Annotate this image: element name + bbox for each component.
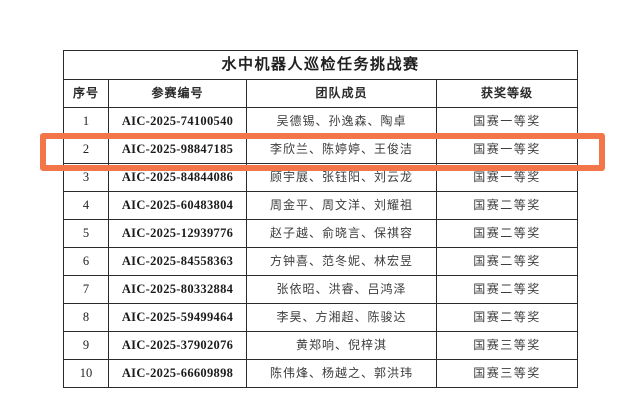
cell-members: 吴德锡、孙逸森、陶卓 — [247, 108, 437, 136]
cell-members: 顾宇展、张钰阳、刘云龙 — [247, 164, 437, 192]
cell-no: 4 — [64, 192, 109, 220]
cell-no: 1 — [64, 108, 109, 136]
cell-no: 2 — [64, 136, 109, 164]
cell-award: 国赛一等奖 — [437, 108, 577, 136]
cell-members: 张依昭、洪睿、吕鸿泽 — [247, 276, 437, 304]
cell-entry-id: AIC-2025-59499464 — [109, 304, 247, 332]
table-row: 2 AIC-2025-98847185 李欣兰、陈婷婷、王俊洁 国赛一等奖 — [64, 136, 577, 164]
column-header-award: 获奖等级 — [437, 80, 577, 108]
cell-entry-id: AIC-2025-80332884 — [109, 276, 247, 304]
column-header-entry-id: 参赛编号 — [109, 80, 247, 108]
cell-award: 国赛一等奖 — [437, 164, 577, 192]
cell-award: 国赛三等奖 — [437, 332, 577, 360]
table-row: 8 AIC-2025-59499464 李昊、方湘超、陈骏达 国赛二等奖 — [64, 304, 577, 332]
table-title: 水中机器人巡检任务挑战赛 — [64, 51, 577, 80]
table-row: 6 AIC-2025-84558363 方钟喜、范冬妮、林宏昱 国赛二等奖 — [64, 248, 577, 276]
cell-entry-id: AIC-2025-66609898 — [109, 360, 247, 387]
cell-no: 3 — [64, 164, 109, 192]
cell-members: 黄郑响、倪梓淇 — [247, 332, 437, 360]
column-header-no: 序号 — [64, 80, 109, 108]
cell-entry-id: AIC-2025-12939776 — [109, 220, 247, 248]
cell-no: 10 — [64, 360, 109, 387]
cell-no: 7 — [64, 276, 109, 304]
table-row: 5 AIC-2025-12939776 赵子越、俞晓言、保祺容 国赛二等奖 — [64, 220, 577, 248]
column-header-members: 团队成员 — [247, 80, 437, 108]
table-row: 1 AIC-2025-74100540 吴德锡、孙逸森、陶卓 国赛一等奖 — [64, 108, 577, 136]
cell-no: 9 — [64, 332, 109, 360]
cell-members: 方钟喜、范冬妮、林宏昱 — [247, 248, 437, 276]
table-header: 序号 参赛编号 团队成员 获奖等级 — [64, 80, 577, 108]
table-row: 3 AIC-2025-84844086 顾宇展、张钰阳、刘云龙 国赛一等奖 — [64, 164, 577, 192]
cell-members: 赵子越、俞晓言、保祺容 — [247, 220, 437, 248]
cell-entry-id: AIC-2025-74100540 — [109, 108, 247, 136]
cell-award: 国赛二等奖 — [437, 304, 577, 332]
cell-members: 陈伟烽、杨越之、郭洪玮 — [247, 360, 437, 387]
cell-members: 李昊、方湘超、陈骏达 — [247, 304, 437, 332]
cell-award: 国赛一等奖 — [437, 136, 577, 164]
cell-no: 6 — [64, 248, 109, 276]
table-row: 7 AIC-2025-80332884 张依昭、洪睿、吕鸿泽 国赛二等奖 — [64, 276, 577, 304]
cell-no: 5 — [64, 220, 109, 248]
cell-award: 国赛二等奖 — [437, 276, 577, 304]
award-table: 水中机器人巡检任务挑战赛 序号 参赛编号 团队成员 获奖等级 1 AIC-2025… — [63, 50, 578, 388]
cell-entry-id: AIC-2025-37902076 — [109, 332, 247, 360]
table-row: 9 AIC-2025-37902076 黄郑响、倪梓淇 国赛三等奖 — [64, 332, 577, 360]
cell-members: 周金平、周文洋、刘耀祖 — [247, 192, 437, 220]
table-body: 1 AIC-2025-74100540 吴德锡、孙逸森、陶卓 国赛一等奖 2 AIC-20… — [64, 108, 577, 387]
table-row: 10 AIC-2025-66609898 陈伟烽、杨越之、郭洪玮 国赛三等奖 — [64, 360, 577, 387]
cell-entry-id: AIC-2025-84558363 — [109, 248, 247, 276]
cell-entry-id: AIC-2025-84844086 — [109, 164, 247, 192]
cell-members: 李欣兰、陈婷婷、王俊洁 — [247, 136, 437, 164]
cell-no: 8 — [64, 304, 109, 332]
cell-award: 国赛二等奖 — [437, 248, 577, 276]
cell-award: 国赛二等奖 — [437, 220, 577, 248]
cell-entry-id: AIC-2025-98847185 — [109, 136, 247, 164]
cell-award: 国赛二等奖 — [437, 192, 577, 220]
table-row: 4 AIC-2025-60483804 周金平、周文洋、刘耀祖 国赛二等奖 — [64, 192, 577, 220]
cell-award: 国赛三等奖 — [473, 366, 541, 380]
cell-entry-id: AIC-2025-60483804 — [109, 192, 247, 220]
